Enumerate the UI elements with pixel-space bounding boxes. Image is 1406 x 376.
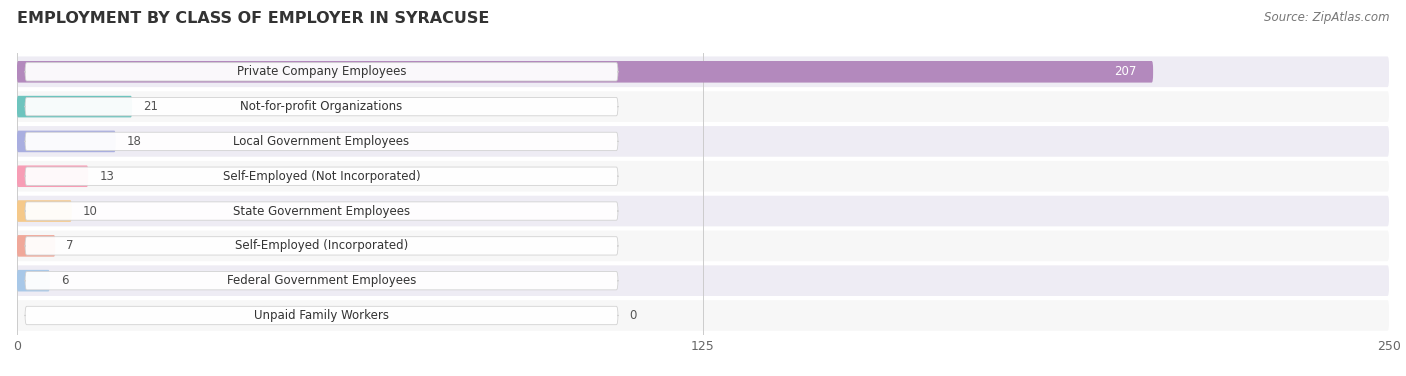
- Text: Local Government Employees: Local Government Employees: [233, 135, 409, 148]
- Text: State Government Employees: State Government Employees: [233, 205, 411, 218]
- FancyBboxPatch shape: [25, 132, 617, 151]
- Text: Self-Employed (Incorporated): Self-Employed (Incorporated): [235, 240, 408, 252]
- Text: Self-Employed (Not Incorporated): Self-Employed (Not Incorporated): [222, 170, 420, 183]
- FancyBboxPatch shape: [17, 230, 1389, 261]
- FancyBboxPatch shape: [17, 61, 1153, 83]
- FancyBboxPatch shape: [17, 91, 1389, 122]
- Text: 18: 18: [127, 135, 142, 148]
- FancyBboxPatch shape: [25, 237, 617, 255]
- Text: Private Company Employees: Private Company Employees: [236, 65, 406, 78]
- Text: 0: 0: [628, 309, 637, 322]
- FancyBboxPatch shape: [25, 63, 617, 81]
- Text: EMPLOYMENT BY CLASS OF EMPLOYER IN SYRACUSE: EMPLOYMENT BY CLASS OF EMPLOYER IN SYRAC…: [17, 11, 489, 26]
- FancyBboxPatch shape: [17, 161, 1389, 191]
- Text: 21: 21: [143, 100, 157, 113]
- Text: 6: 6: [60, 274, 69, 287]
- FancyBboxPatch shape: [17, 300, 1389, 331]
- Text: Unpaid Family Workers: Unpaid Family Workers: [254, 309, 389, 322]
- FancyBboxPatch shape: [17, 265, 1389, 296]
- FancyBboxPatch shape: [25, 167, 617, 185]
- Text: Federal Government Employees: Federal Government Employees: [226, 274, 416, 287]
- FancyBboxPatch shape: [25, 97, 617, 116]
- FancyBboxPatch shape: [25, 271, 617, 290]
- Text: 7: 7: [66, 240, 73, 252]
- FancyBboxPatch shape: [17, 235, 55, 257]
- FancyBboxPatch shape: [17, 56, 1389, 87]
- FancyBboxPatch shape: [17, 200, 72, 222]
- Text: Not-for-profit Organizations: Not-for-profit Organizations: [240, 100, 402, 113]
- FancyBboxPatch shape: [17, 270, 49, 291]
- Text: 13: 13: [100, 170, 114, 183]
- FancyBboxPatch shape: [17, 126, 1389, 157]
- FancyBboxPatch shape: [25, 202, 617, 220]
- FancyBboxPatch shape: [17, 196, 1389, 226]
- FancyBboxPatch shape: [25, 306, 617, 324]
- FancyBboxPatch shape: [17, 165, 89, 187]
- Text: Source: ZipAtlas.com: Source: ZipAtlas.com: [1264, 11, 1389, 24]
- Text: 10: 10: [83, 205, 97, 218]
- FancyBboxPatch shape: [17, 96, 132, 117]
- FancyBboxPatch shape: [17, 130, 115, 152]
- Text: 207: 207: [1115, 65, 1136, 78]
